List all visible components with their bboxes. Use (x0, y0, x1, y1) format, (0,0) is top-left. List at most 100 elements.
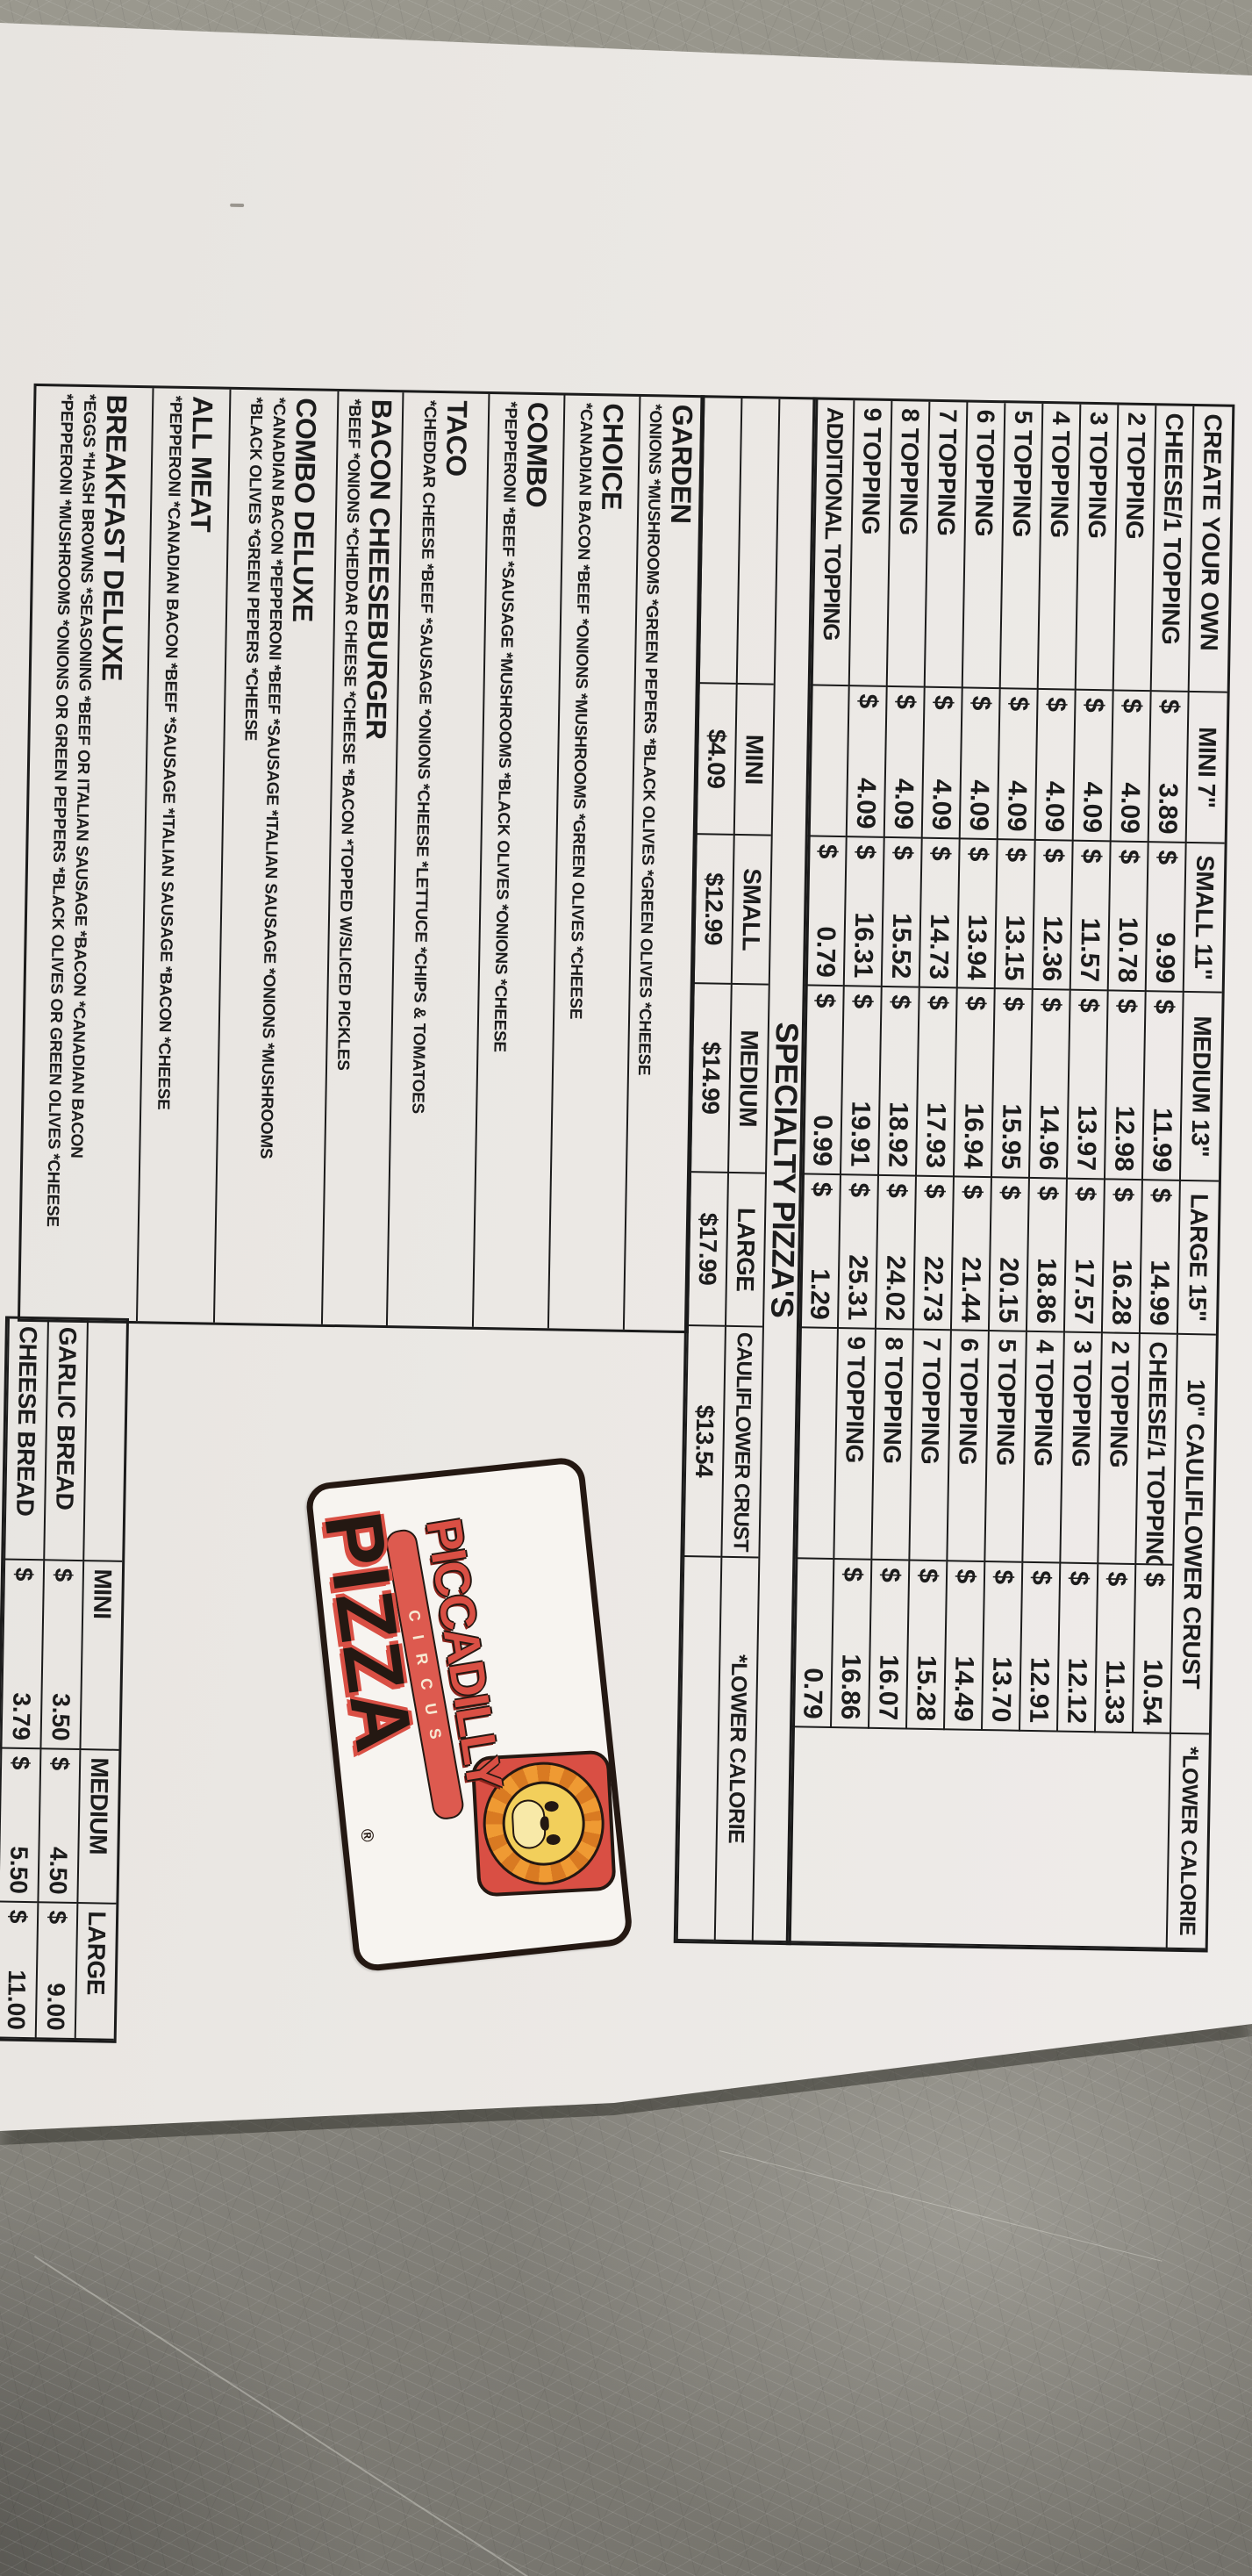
value: 9.00 (42, 1982, 71, 2031)
price-4t-medium: $14.96 (1027, 989, 1070, 1180)
price-cheese1-medium: $11.99 (1141, 992, 1183, 1181)
price-3t-large: $17.57 (1062, 1179, 1104, 1334)
spec-header-large: LARGE (724, 1173, 765, 1328)
label-2-topping: 2 TOPPING (1112, 405, 1155, 692)
dollar-sign: $ (913, 1568, 943, 1583)
spec-header-medium: MEDIUM (727, 984, 769, 1174)
cf-label-additional-empty (795, 1328, 837, 1561)
dollar-sign: $ (1001, 847, 1032, 863)
spec-price-small: $12.99 (692, 835, 733, 985)
cf-price-5t: $13.70 (980, 1562, 1022, 1732)
dollar-sign: $ (885, 994, 916, 1010)
dollar-sign: $ (883, 1182, 912, 1199)
value: 10.54 (1137, 1659, 1168, 1726)
section-all-meat: ALL MEAT *PEPPERONI *CANADIAN BACON *BEE… (135, 388, 230, 1323)
spec-price-empty (698, 398, 741, 685)
dollar-sign: $ (1036, 996, 1067, 1013)
price-garlic-large: $9.00 (34, 1903, 77, 2040)
create-your-own-table: CREATE YOUR OWN MINI 7" SMALL 11" MEDIUM… (785, 397, 1235, 1953)
dollar-sign: $ (996, 1185, 1026, 1201)
value: 0.99 (807, 1115, 838, 1167)
dollar-sign: $ (850, 844, 881, 860)
value: 3.89 (1153, 782, 1184, 835)
price-cheese1-large: $14.99 (1138, 1180, 1179, 1335)
header-medium: MEDIUM 13" (1178, 992, 1222, 1182)
price-6t-large: $21.44 (949, 1177, 991, 1332)
spec-header-cauliflower: CAULIFLOWER CRUST (720, 1326, 762, 1559)
price-6t-mini: $4.09 (958, 688, 999, 841)
section-combo-deluxe: COMBO DELUXE *CANADIAN BACON *PEPPERONI … (212, 389, 338, 1324)
bread-header-empty (82, 1320, 126, 1562)
value: 13.97 (1071, 1104, 1102, 1172)
label-6-topping: 6 TOPPING (961, 402, 1005, 690)
dollar-sign: $ (1149, 999, 1180, 1015)
value: 4.09 (926, 779, 957, 831)
cf-label-4t: 4 TOPPING (1021, 1331, 1063, 1564)
value: 14.96 (1034, 1103, 1064, 1171)
header-small: SMALL 11" (1182, 843, 1225, 994)
label-garlic-bread: GARLIC BREAD (43, 1319, 87, 1562)
cf-label-7t: 7 TOPPING (908, 1330, 950, 1562)
lower-calorie-empty-cell (788, 1727, 1170, 1949)
label-3-topping: 3 TOPPING (1074, 404, 1118, 692)
value: 13.15 (999, 915, 1030, 981)
value: 24.02 (880, 1254, 911, 1322)
price-add-medium: $0.99 (801, 986, 843, 1176)
price-9t-mini: $4.09 (845, 686, 886, 838)
dollar-sign: $ (1112, 998, 1142, 1014)
value: 11.99 (1147, 1107, 1177, 1173)
dollar-sign: $ (44, 1910, 72, 1925)
dollar-sign: $ (853, 693, 884, 709)
dollar-sign: $ (920, 1183, 950, 1199)
price-cheesebread-mini: $3.79 (0, 1560, 44, 1750)
value: 21.44 (955, 1256, 986, 1323)
cf-label-3t: 3 TOPPING (1059, 1332, 1101, 1565)
cf-price-cheese1: $10.54 (1131, 1565, 1173, 1734)
table-title: CREATE YOUR OWN (1187, 405, 1233, 693)
dollar-sign: $ (1117, 698, 1148, 714)
price-3t-medium: $13.97 (1065, 990, 1107, 1180)
bread-header-large: LARGE (74, 1904, 117, 2041)
price-7t-large: $22.73 (912, 1176, 953, 1331)
dollar-sign: $ (1039, 847, 1070, 864)
lion-eye (546, 1833, 561, 1846)
price-8t-large: $24.02 (874, 1175, 915, 1331)
cf-label-2t: 2 TOPPING (1097, 1333, 1139, 1566)
dollar-sign: $ (1034, 1185, 1063, 1202)
dollar-sign: $ (928, 694, 959, 711)
dollar-sign: $ (1071, 1186, 1101, 1202)
value: 11.57 (1075, 917, 1105, 983)
value: 25.31 (842, 1254, 873, 1321)
dollar-sign: $ (963, 846, 994, 862)
value: 4.09 (1077, 781, 1108, 834)
price-5t-large: $20.15 (987, 1178, 1028, 1332)
dollar-sign: $ (845, 1182, 875, 1198)
dollar-sign: $ (812, 843, 843, 859)
label-8-topping: 8 TOPPING (885, 400, 929, 688)
dollar-sign: $ (1155, 699, 1185, 714)
value: 4.09 (851, 777, 882, 829)
cf-label-5t: 5 TOPPING (984, 1331, 1026, 1563)
spec-header-empty (735, 398, 779, 685)
dollar-sign: $ (958, 1184, 988, 1200)
dollar-sign: $ (7, 1755, 35, 1770)
value: 14.73 (924, 913, 955, 980)
price-6t-small: $13.94 (955, 839, 997, 990)
value: 4.09 (1002, 779, 1033, 832)
value: 15.95 (996, 1103, 1027, 1170)
dollar-sign: $ (966, 695, 997, 711)
label-7-topping: 7 TOPPING (923, 401, 967, 689)
dollar-sign: $ (47, 1756, 75, 1771)
value: 15.28 (911, 1654, 941, 1722)
cf-price-additional: 0.79 (791, 1559, 833, 1728)
dollar-sign: $ (926, 845, 956, 862)
dollar-sign: $ (848, 994, 878, 1009)
bread-header-medium: MEDIUM (76, 1750, 119, 1905)
spec-price-lowcal-empty (676, 1557, 721, 1941)
value: 16.86 (835, 1654, 866, 1720)
label-9-topping: 9 TOPPING (848, 400, 891, 687)
price-9t-small: $16.31 (842, 837, 884, 987)
price-5t-mini: $4.09 (996, 689, 1037, 841)
value: 12.36 (1037, 915, 1068, 982)
price-garlic-medium: $4.50 (37, 1749, 80, 1905)
